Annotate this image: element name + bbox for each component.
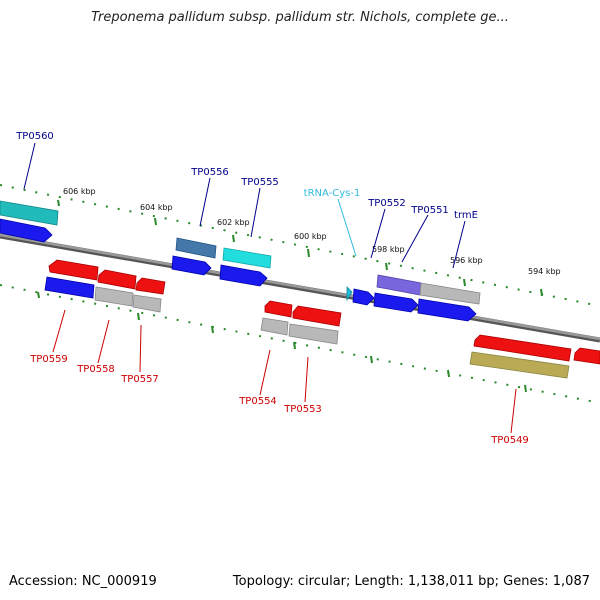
label-tp0553[interactable]: TP0553 xyxy=(283,404,322,415)
feature-tp0555[interactable] xyxy=(219,247,272,287)
feature-tp0552[interactable] xyxy=(352,288,375,306)
genome-backbone xyxy=(0,233,600,341)
accession-text: Accession: NC_000919 xyxy=(9,574,157,589)
feature-trna-cys-1[interactable] xyxy=(346,286,353,302)
feature-tp0553[interactable] xyxy=(288,305,342,345)
kbp-label-598: 598 kbp xyxy=(372,245,405,254)
kbp-label-600: 600 kbp xyxy=(294,232,327,241)
reverse-leaders xyxy=(52,309,517,434)
feature-trme[interactable] xyxy=(417,282,481,322)
genome-summary-text: Topology: circular; Length: 1,138,011 bp… xyxy=(232,574,590,589)
label-tp0552[interactable]: TP0552 xyxy=(367,198,406,209)
feature-tp0551[interactable] xyxy=(373,274,422,313)
kbp-label-606: 606 kbp xyxy=(63,187,96,196)
forward-leaders xyxy=(23,142,466,269)
feature-tp0549[interactable] xyxy=(469,334,572,379)
kbp-label-594: 594 kbp xyxy=(528,267,561,276)
label-tp0560[interactable]: TP0560 xyxy=(15,131,54,142)
label-tp0554[interactable]: TP0554 xyxy=(238,396,277,407)
feature-tp0557[interactable] xyxy=(132,277,166,313)
feature-tp0558[interactable] xyxy=(94,269,137,307)
label-trme[interactable]: trmE xyxy=(454,210,478,221)
feature-tp0554[interactable] xyxy=(260,300,293,336)
label-tp0549[interactable]: TP0549 xyxy=(490,435,529,446)
kbp-label-596: 596 kbp xyxy=(450,256,483,265)
feature-tp0559[interactable] xyxy=(44,259,99,299)
label-tp0559[interactable]: TP0559 xyxy=(29,354,68,365)
label-tp0558[interactable]: TP0558 xyxy=(76,364,115,375)
feature-next-reverse[interactable] xyxy=(573,347,600,365)
kbp-label-604: 604 kbp xyxy=(140,203,173,212)
label-tp0557[interactable]: TP0557 xyxy=(120,374,159,385)
label-trna-cys-1[interactable]: tRNA-Cys-1 xyxy=(304,188,361,199)
genome-title: Treponema pallidum subsp. pallidum str. … xyxy=(91,10,509,25)
label-tp0556[interactable]: TP0556 xyxy=(190,167,229,178)
kbp-label-602: 602 kbp xyxy=(217,218,250,227)
feature-tp0556[interactable] xyxy=(171,237,217,276)
feature-tp0560[interactable] xyxy=(0,200,59,243)
label-tp0551[interactable]: TP0551 xyxy=(410,205,449,216)
label-tp0555[interactable]: TP0555 xyxy=(240,177,279,188)
kbp-major-ticks xyxy=(37,199,543,393)
